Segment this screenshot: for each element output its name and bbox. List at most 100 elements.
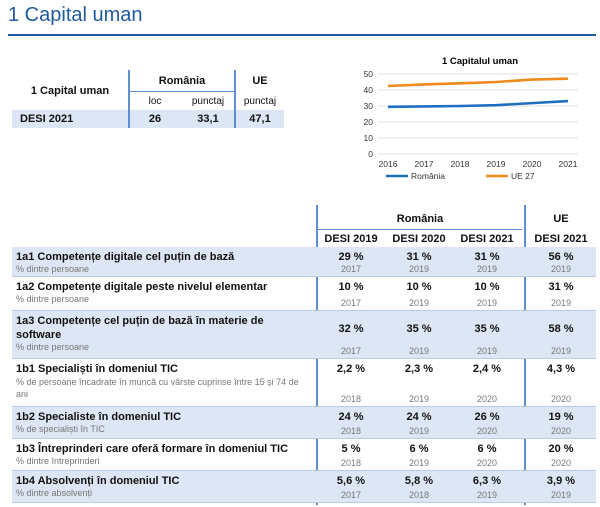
row-year: 2017	[340, 346, 362, 356]
table-row: 1b3 Întreprinderi care oferă formare în …	[12, 439, 596, 471]
row-value: 31 %	[406, 251, 432, 263]
row-year: 2019	[476, 490, 498, 500]
row-value: 35 %	[474, 323, 500, 335]
row-value: 24 %	[338, 411, 364, 423]
row-year: 2019	[408, 394, 430, 404]
page-title: 1 Capital uman	[8, 4, 143, 26]
row-value: 20 %	[548, 443, 574, 455]
row-year: 2019	[550, 346, 572, 356]
row-year: 2020	[550, 394, 572, 404]
table-row: 1a1 Competențe digitale cel puțin de baz…	[12, 247, 596, 277]
group-header-ue: UE	[553, 213, 569, 225]
row-sublabel: % de persoane încadrate în muncă cu vârs…	[16, 377, 299, 399]
row-year: 2020	[550, 426, 572, 436]
summary-row-label: DESI 2021	[20, 113, 74, 125]
row-sublabel: % dintre întreprinderi	[16, 456, 100, 466]
row-value: 58 %	[548, 323, 574, 335]
col-header: DESI 2021	[534, 233, 588, 245]
row-value: 6 %	[477, 443, 497, 455]
header-divider	[318, 229, 522, 230]
y-tick-label: 50	[364, 69, 374, 79]
row-sublabel: % de specialiști în TIC	[16, 424, 105, 434]
row-year: 2019	[408, 264, 430, 274]
row-label: 1a1 Competențe digitale cel puțin de baz…	[16, 251, 235, 263]
row-year: 2020	[476, 426, 498, 436]
table-row: 1a2 Competențe digitale peste nivelul el…	[12, 277, 596, 311]
table-row: 1b1 Specialiști în domeniul TIC % de pers…	[12, 359, 596, 407]
row-value: 26 %	[474, 411, 500, 423]
row-value: 2,2 %	[336, 363, 366, 375]
row-divider	[12, 276, 596, 277]
chart-title: 1 Capitalul uman	[442, 56, 518, 67]
summary-loc-header: loc	[148, 95, 162, 107]
row-label: 1b1 Specialiști în domeniul TIC	[16, 363, 178, 375]
summary-row-loc: 26	[148, 113, 162, 125]
row-year: 2019	[408, 426, 430, 436]
row-year: 2019	[476, 346, 498, 356]
row-year: 2018	[340, 458, 362, 468]
row-value: 10 %	[474, 281, 500, 293]
summary-label: 1 Capital uman	[30, 85, 110, 97]
row-sublabel: % dintre persoane	[16, 294, 90, 304]
row-value: 32 %	[338, 323, 364, 335]
row-value: 10 %	[338, 281, 364, 293]
y-tick-label: 40	[364, 85, 374, 95]
group-header-romania: România	[396, 213, 444, 225]
row-value: 5,6 %	[336, 475, 366, 487]
col-header: DESI 2019	[324, 233, 378, 245]
x-tick-label: 2019	[487, 159, 506, 169]
row-value: 4,3 %	[546, 363, 576, 375]
table-row: 1b2 Specialiste în domeniul TIC% de spec…	[12, 407, 596, 439]
row-value: 6 %	[409, 443, 429, 455]
x-tick-label: 2020	[523, 159, 542, 169]
series-line-1	[387, 77, 569, 88]
x-tick-label: 2021	[559, 159, 578, 169]
row-value: 56 %	[548, 251, 574, 263]
col-header: DESI 2021	[460, 233, 514, 245]
row-divider	[12, 358, 596, 359]
row-sublabel: % dintre persoane	[16, 342, 90, 352]
row-year: 2019	[550, 298, 572, 308]
summary-row-ue: 47,1	[249, 113, 271, 125]
row-divider	[12, 310, 596, 311]
row-label: 1a2 Competențe digitale peste nivelul el…	[16, 281, 268, 293]
row-sublabel: % dintre absolvenți	[16, 488, 93, 498]
row-value: 5 %	[341, 443, 361, 455]
line-chart: 1 Capitalul uman 0 10 20 30 40 50 2016 2017 2018…	[364, 56, 578, 181]
row-value: 10 %	[406, 281, 432, 293]
summary-ue-header: UE	[252, 75, 268, 87]
summary-divider	[234, 70, 236, 128]
row-year: 2018	[340, 394, 362, 404]
row-label: 1b3 Întreprinderi care oferă formare în …	[16, 443, 289, 455]
row-year: 2019	[408, 458, 430, 468]
row-year: 2019	[476, 264, 498, 274]
row-year: 2019	[476, 298, 498, 308]
x-tick-label: 2017	[415, 159, 434, 169]
y-tick-label: 20	[364, 117, 374, 127]
row-year: 2019	[550, 264, 572, 274]
legend-label: UE 27	[511, 171, 535, 181]
title-underline	[8, 34, 596, 36]
summary-punctaj-header: punctaj	[191, 95, 225, 107]
row-value: 31 %	[548, 281, 574, 293]
summary-punctaj-ue-header: punctaj	[243, 95, 277, 107]
row-year: 2017	[340, 264, 362, 274]
series-line-0	[387, 99, 569, 109]
row-sublabel: % dintre persoane	[16, 264, 90, 274]
summary-divider	[128, 70, 130, 128]
summary-romania-header: România	[158, 75, 206, 87]
row-value: 24 %	[406, 411, 432, 423]
row-divider	[12, 438, 596, 439]
row-value: 3,9 %	[546, 475, 576, 487]
row-value: 2,4 %	[472, 363, 502, 375]
row-label: 1a3 Competențe cel puțin de bază în mate…	[16, 315, 264, 341]
row-year: 2017	[340, 298, 362, 308]
summary-divider	[130, 91, 234, 92]
table-row: 1a3 Competențe cel puțin de bază în mate…	[12, 311, 596, 359]
row-year: 2017	[340, 490, 362, 500]
summary-row-ro: 33,1	[197, 113, 219, 125]
row-value: 35 %	[406, 323, 432, 335]
summary-row-bg	[12, 110, 284, 128]
row-year: 2018	[340, 426, 362, 436]
row-year: 2018	[408, 490, 430, 500]
